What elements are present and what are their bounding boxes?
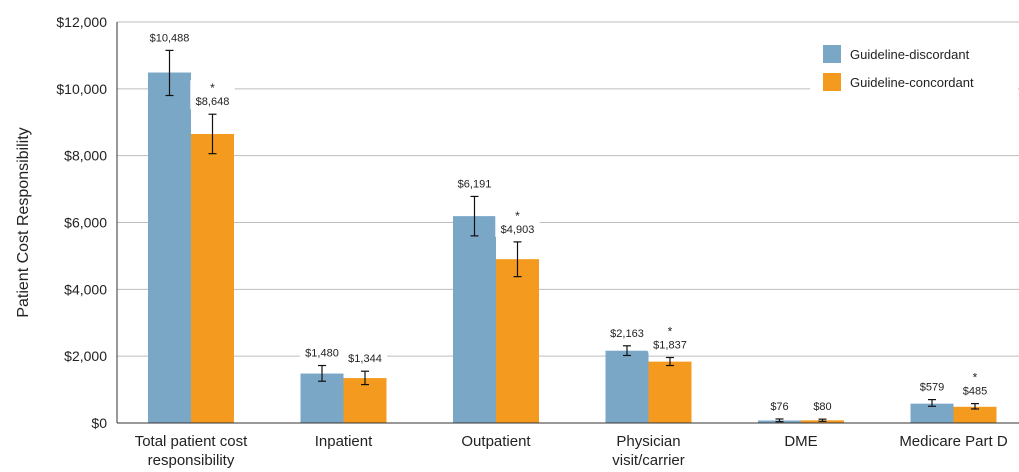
x-tick-label: Outpatient	[461, 433, 531, 450]
data-label-bg	[604, 325, 650, 341]
legend-box	[810, 35, 1018, 103]
legend-swatch	[823, 73, 841, 91]
legend-label: Guideline-concordant	[850, 75, 974, 90]
legend-label: Guideline-discordant	[850, 47, 970, 62]
data-label: $10,488	[150, 32, 190, 44]
y-tick-label: $10,000	[56, 81, 107, 97]
data-label: $4,903	[501, 224, 535, 236]
legend: Guideline-discordant Guideline-concordant	[810, 35, 1018, 103]
bar-discordant	[148, 72, 191, 423]
data-label-bg	[809, 399, 836, 415]
y-tick-label: $4,000	[64, 281, 107, 297]
bar-concordant	[953, 406, 997, 423]
data-label-bg	[144, 30, 195, 46]
bar-concordant	[496, 259, 539, 423]
x-tick-label: Physician	[616, 433, 680, 450]
data-label: $2,163	[610, 328, 644, 340]
data-label: $80	[813, 401, 831, 413]
data-label: $579	[920, 382, 944, 394]
data-label: $8,648	[196, 96, 230, 108]
x-tick-label: responsibility	[148, 452, 235, 469]
data-label: $1,480	[305, 348, 339, 360]
x-axis: Total patient cost responsibility Inpatien…	[117, 422, 1019, 469]
bars: $10,488$8,648*$1,480 $1,344$6,191$4,903*$…	[144, 30, 997, 423]
data-label-bg	[299, 345, 345, 361]
bar-concordant	[343, 378, 387, 423]
data-label-bg	[647, 323, 693, 353]
gridlines	[117, 21, 1019, 357]
y-tick-label: $6,000	[64, 215, 107, 231]
data-label-bg	[959, 369, 991, 399]
y-tick-label: $2,000	[64, 348, 107, 364]
data-label: $1,344	[348, 353, 382, 365]
x-tick-label: Inpatient	[315, 433, 373, 450]
data-label: $1,837	[653, 340, 687, 352]
x-tick-label: visit/carrier	[612, 452, 685, 469]
y-axis: $0 $2,000 $4,000 $6,000 $8,000 $10,000 $12,000	[56, 14, 118, 431]
x-tick-label: Total patient cost	[135, 433, 248, 450]
bar-discordant	[605, 350, 649, 423]
y-tick-label: $12,000	[56, 14, 107, 30]
data-label: $485	[963, 386, 987, 398]
data-label-bg	[342, 351, 388, 367]
bar-discordant	[453, 216, 496, 423]
significance-marker: *	[668, 325, 673, 339]
data-label-bg	[452, 176, 497, 192]
data-label-bg	[495, 207, 540, 237]
significance-marker: *	[210, 81, 215, 95]
data-label: $6,191	[458, 178, 492, 190]
bar-concordant	[191, 134, 234, 423]
x-tick-label: DME	[784, 433, 817, 450]
data-label-bg	[916, 379, 948, 395]
bar-discordant	[910, 403, 954, 423]
y-axis-label: Patient Cost Responsibility	[15, 127, 32, 317]
legend-swatch	[823, 45, 841, 63]
bar-concordant	[648, 361, 692, 423]
data-label-bg	[766, 398, 793, 414]
y-tick-label: $0	[91, 415, 107, 431]
significance-marker: *	[515, 209, 520, 223]
significance-marker: *	[973, 371, 978, 385]
y-tick-label: $8,000	[64, 148, 107, 164]
data-label-bg	[190, 80, 235, 110]
x-tick-label: Medicare Part D	[899, 433, 1008, 450]
data-label: $76	[770, 401, 788, 413]
